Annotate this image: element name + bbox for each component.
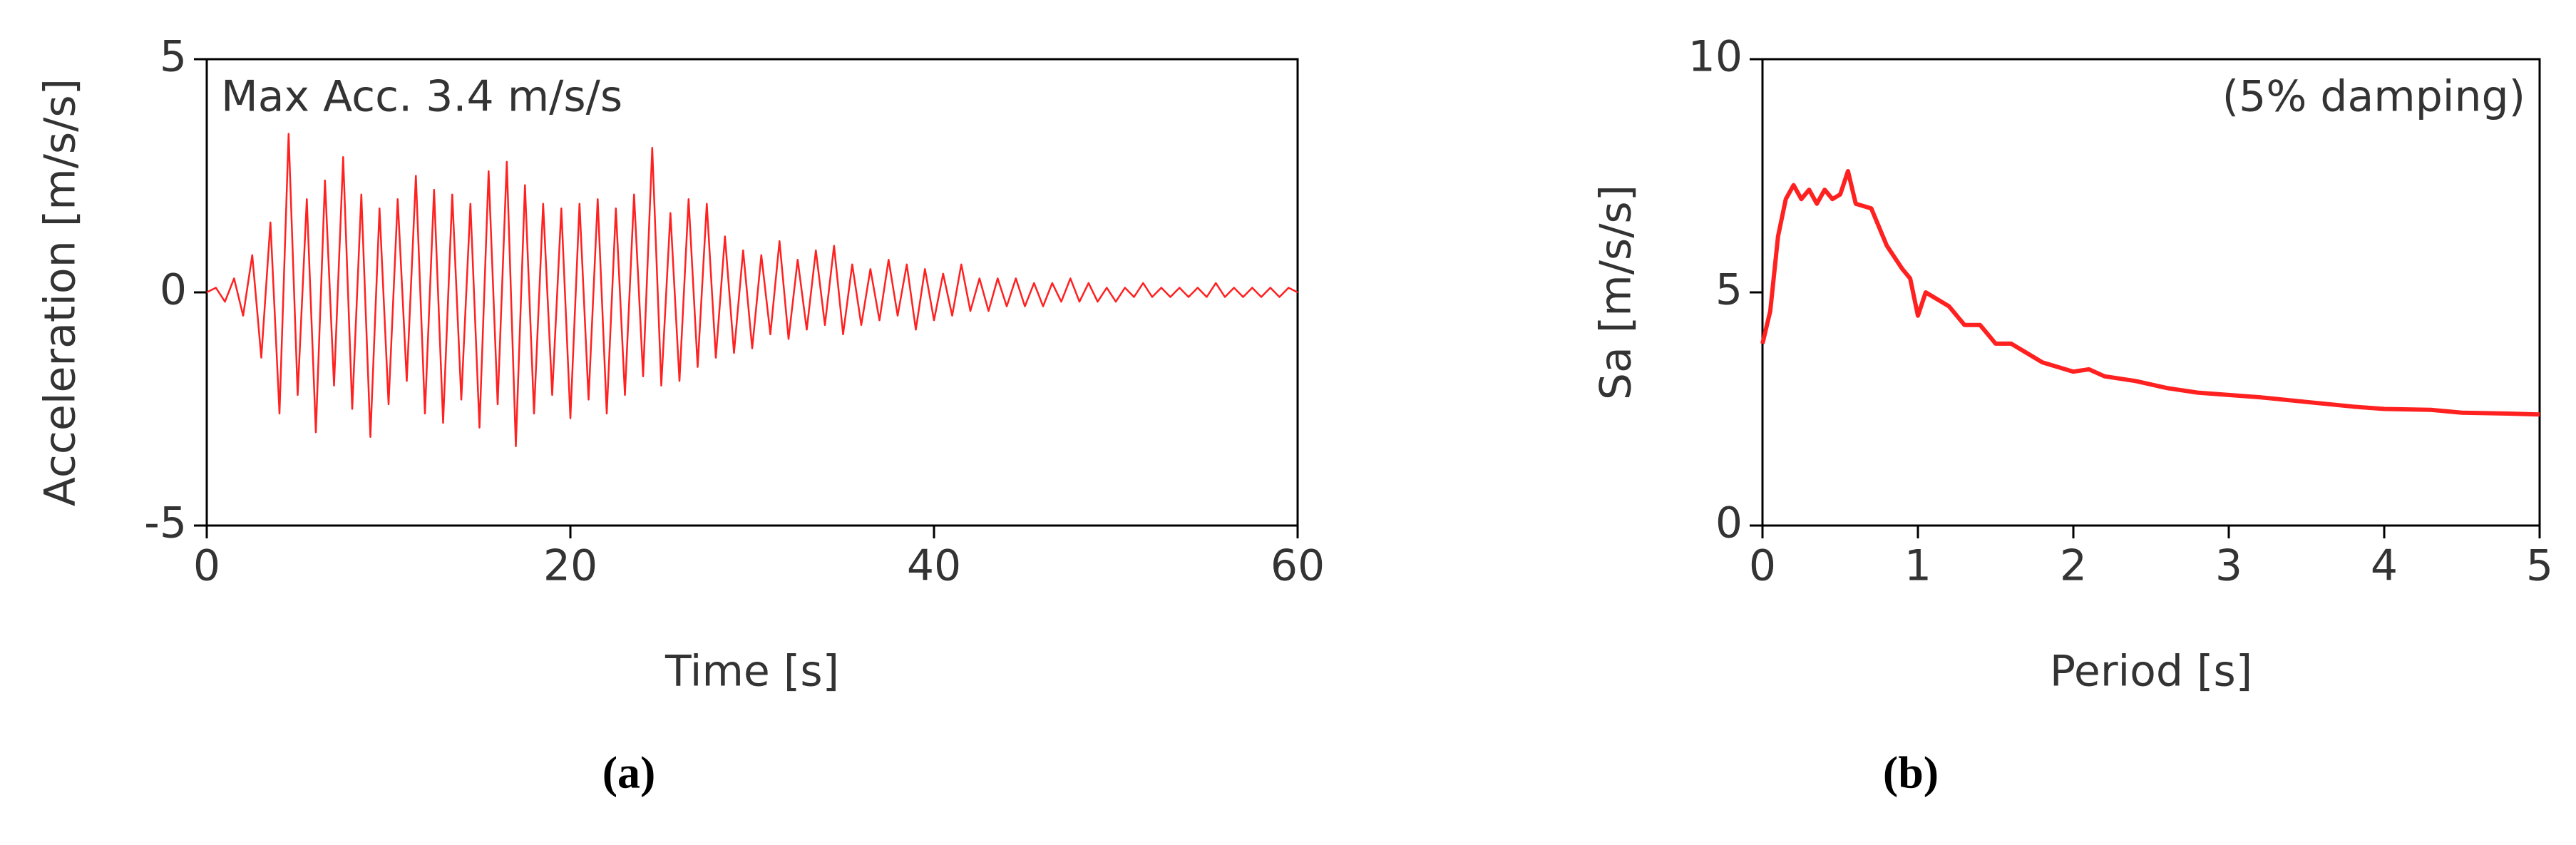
y-tick-label: 0: [1715, 498, 1743, 548]
x-tick-label: 60: [1271, 541, 1325, 591]
x-tick-label: 3: [2215, 541, 2242, 591]
x-axis-label: Period [s]: [2050, 647, 2252, 697]
caption: (a): [602, 747, 656, 798]
y-axis-label: Acceleration [m/s/s]: [36, 78, 86, 506]
data-line: [206, 133, 1298, 448]
plot-frame: [1761, 58, 2541, 527]
y-tick-label: 5: [160, 32, 187, 82]
annotation: (5% damping): [2222, 72, 2525, 122]
x-tick-label: 0: [193, 541, 220, 591]
x-tick-label: 40: [907, 541, 961, 591]
y-axis-label: Sa [m/s/s]: [1591, 185, 1641, 400]
annotation: Max Acc. 3.4 m/s/s: [221, 72, 622, 122]
x-tick-label: 1: [1904, 541, 1931, 591]
y-tick-label: 10: [1688, 32, 1743, 82]
caption: (b): [1883, 747, 1939, 798]
data-line: [1760, 169, 2540, 417]
x-axis-label: Time [s]: [664, 647, 839, 697]
x-tick-label: 2: [2060, 541, 2087, 591]
y-tick-label: -5: [144, 498, 187, 548]
x-tick-label: 20: [543, 541, 597, 591]
y-tick-label: 5: [1715, 265, 1743, 315]
y-tick-label: 0: [160, 265, 187, 315]
plot-frame: [205, 58, 1299, 527]
x-tick-label: 4: [2371, 541, 2398, 591]
x-tick-label: 5: [2526, 541, 2553, 591]
x-tick-label: 0: [1749, 541, 1776, 591]
